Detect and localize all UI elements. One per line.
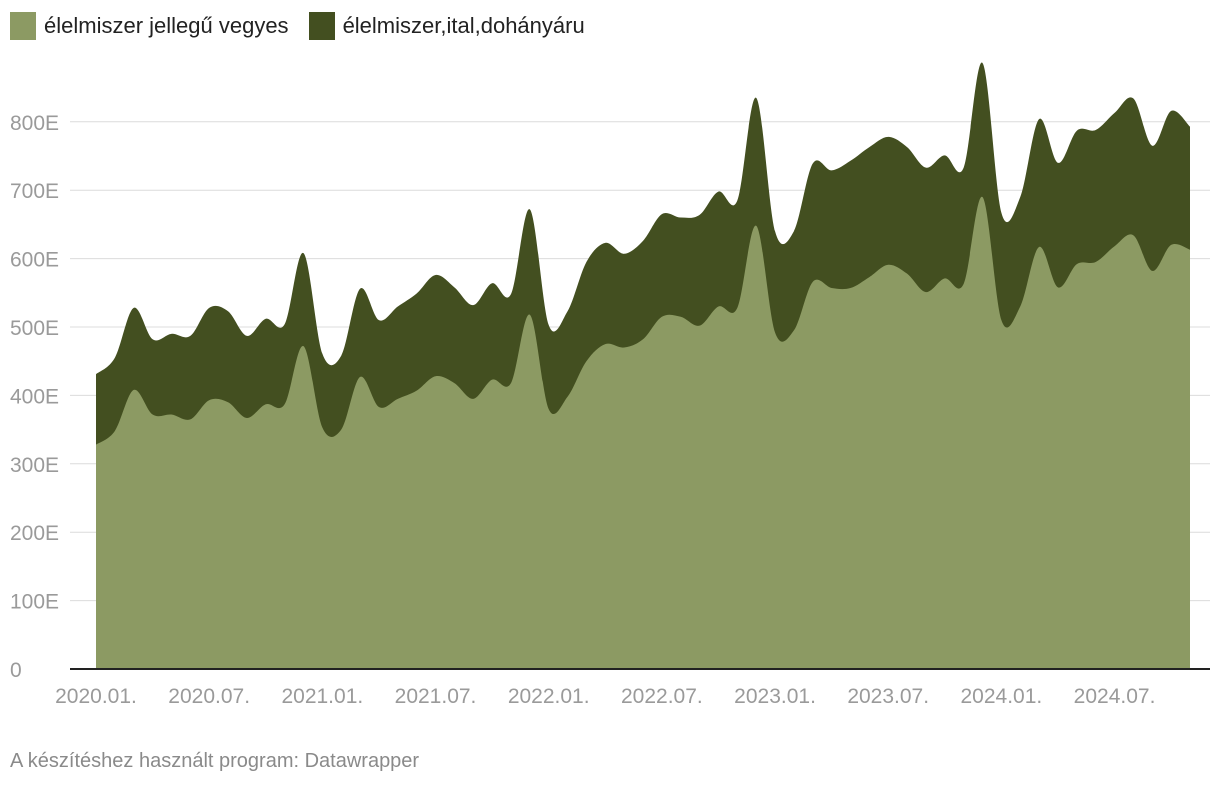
x-tick-label: 2023.07.: [847, 685, 929, 708]
area-series-mixed-food: [96, 196, 1190, 669]
y-tick-label: 800E: [10, 112, 59, 135]
x-tick-label: 2021.07.: [395, 685, 477, 708]
x-tick-label: 2021.01.: [281, 685, 363, 708]
legend-item-food-drink-tobacco: élelmiszer,ital,dohányáru: [308, 12, 585, 40]
y-tick-label: 0: [10, 659, 22, 682]
chart-legend: élelmiszer jellegű vegyes élelmiszer,ita…: [10, 12, 605, 40]
x-tick-label: 2024.07.: [1074, 685, 1156, 708]
source-credit: A készítéshez használt program: Datawrap…: [10, 750, 420, 772]
y-axis-ticks: 0 100E 200E 300E 400E 500E 600E 700E 800E: [10, 112, 59, 682]
y-tick-label: 300E: [10, 454, 59, 477]
x-axis-ticks: 2020.01. 2020.07. 2021.01. 2021.07. 2022.01.…: [55, 685, 1155, 708]
x-tick-label: 2022.07.: [621, 685, 703, 708]
legend-swatch-mixed-food: [10, 12, 36, 40]
y-tick-label: 200E: [10, 522, 59, 545]
y-tick-label: 500E: [10, 317, 59, 340]
x-tick-label: 2020.01.: [55, 685, 137, 708]
x-tick-label: 2024.01.: [961, 685, 1043, 708]
y-tick-label: 600E: [10, 249, 59, 272]
x-tick-label: 2020.07.: [168, 685, 250, 708]
legend-label-food-drink-tobacco: élelmiszer,ital,dohányáru: [342, 13, 585, 38]
y-tick-label: 700E: [10, 180, 59, 203]
x-tick-label: 2022.01.: [508, 685, 590, 708]
legend-swatch-food-drink-tobacco: [308, 12, 335, 40]
legend-label-mixed-food: élelmiszer jellegű vegyes: [44, 13, 289, 38]
y-tick-label: 100E: [10, 591, 59, 614]
area-series: [96, 62, 1190, 669]
y-tick-label: 400E: [10, 385, 59, 408]
x-tick-label: 2023.01.: [734, 685, 816, 708]
legend-item-mixed-food: élelmiszer jellegű vegyes: [10, 12, 289, 40]
